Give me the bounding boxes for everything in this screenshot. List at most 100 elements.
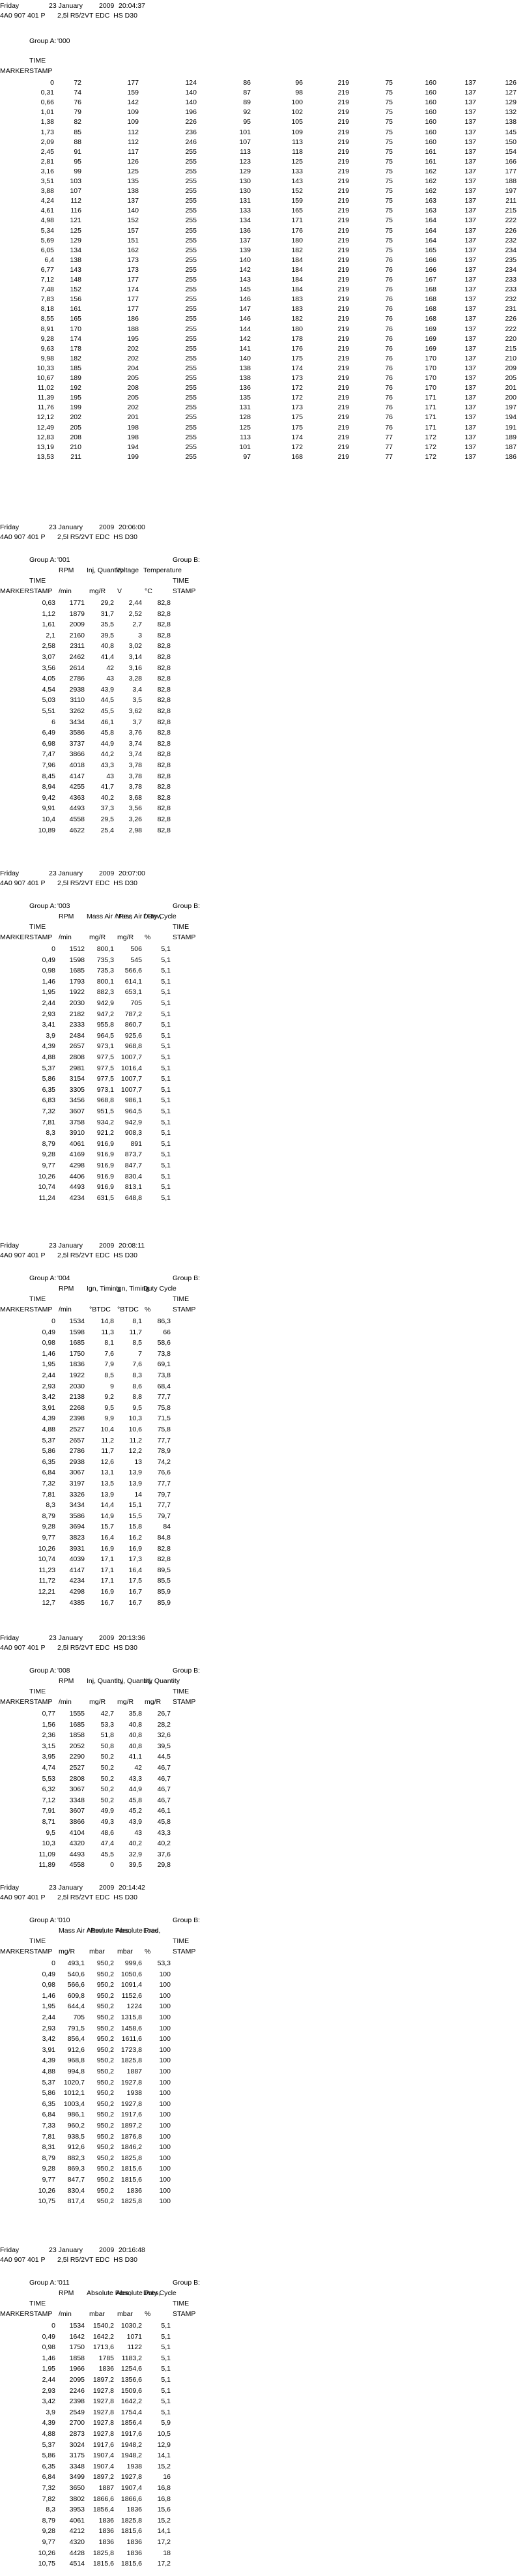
cell-value: 1793 (69, 978, 85, 986)
cell-value: 255 (185, 453, 197, 461)
cell-value: 137 (464, 207, 476, 214)
cell-value: 219 (337, 374, 349, 382)
cell-value: 11,2 (129, 1437, 142, 1444)
cell-value: 3,4 (132, 686, 142, 694)
cell-value: 85,9 (157, 1599, 171, 1607)
table-row: 0,98 1750 1713,6 1122 5,1 (0, 2343, 525, 2352)
cell-value: 137 (464, 394, 476, 402)
cell-value: 2268 (69, 1404, 85, 1412)
cell-value: 137 (464, 98, 476, 106)
table-row: 4,39 2700 1927,8 1856,4 5,9 (0, 2418, 525, 2428)
cell-value: 1598 (69, 956, 85, 964)
marker-label: MARKER (0, 933, 29, 941)
cell-value: 3305 (69, 1086, 85, 1094)
cell-value: 137 (464, 128, 476, 136)
cell-value: 166 (425, 266, 436, 274)
cell-value: 964,5 (96, 1032, 114, 1040)
table-row: 10,26 4406 916,9 830,4 5,1 (0, 1172, 525, 1182)
timestamp-value: 9,98 (40, 355, 54, 362)
cell-value: 219 (337, 305, 349, 313)
cell-value: 138 (70, 256, 81, 264)
cell-value: 493,1 (67, 1959, 85, 1967)
cell-value: 87 (243, 89, 251, 96)
cell-value: 4428 (69, 2549, 85, 2557)
cell-value: 77 (385, 453, 393, 461)
engine-description: 2,5l R5/2VT EDC HS D30 (57, 533, 137, 541)
cell-value: 255 (185, 216, 197, 224)
cell-value: 16,9 (100, 1588, 114, 1596)
cell-value: 76 (385, 325, 393, 333)
cell-value: 219 (337, 177, 349, 185)
cell-value: 17,1 (100, 1566, 114, 1574)
cell-value: 77,7 (157, 1437, 171, 1444)
cell-value: 1050,6 (121, 1970, 142, 1978)
cell-value: 137 (464, 197, 476, 205)
session-day: Friday (0, 1634, 20, 1642)
engine-description: 2,5l R5/2VT EDC HS D30 (57, 879, 137, 887)
table-row: 5,37 1020,7 950,2 1927,8 100 (0, 2078, 525, 2088)
cell-value: 5,9 (161, 2419, 171, 2427)
cell-value: 5,1 (161, 1075, 171, 1083)
cell-value: 4622 (69, 827, 85, 834)
timestamp-value: 3,9 (46, 2408, 55, 2416)
cell-value: 145 (239, 285, 251, 293)
cell-value: 916,9 (96, 1183, 114, 1191)
cell-value: 1030,2 (121, 2322, 142, 2330)
cell-value: 137 (464, 89, 476, 96)
cell-value: 151 (127, 237, 139, 244)
unit-label: /min (59, 587, 72, 595)
cell-value: 5,1 (161, 1140, 171, 1148)
cell-value: 10,3 (128, 1414, 142, 1422)
session-time: 20:07:00 (119, 870, 145, 877)
timestamp-value: 10,33 (36, 364, 54, 372)
cell-value: 1897,2 (92, 2473, 114, 2481)
cell-value: 75 (385, 227, 393, 235)
group-a-label: Group A: (29, 902, 57, 910)
cell-value: 15,6 (157, 2506, 171, 2513)
cell-value: 882,3 (67, 2154, 85, 2162)
timestamp-value: 7,12 (40, 276, 54, 284)
cell-value: 132 (505, 108, 517, 116)
cell-value: 994,8 (67, 2068, 85, 2075)
cell-value: 162 (127, 246, 139, 254)
cell-value: 82,8 (157, 804, 171, 812)
cell-value: 103 (70, 177, 81, 185)
cell-value: 186 (127, 315, 139, 323)
cell-value: 100 (159, 2035, 171, 2043)
timestamp-value: 9,5 (46, 1829, 55, 1837)
groupb-time-label: TIME (173, 1295, 190, 1303)
cell-value: 177 (127, 305, 139, 313)
cell-value: 4406 (69, 1173, 85, 1180)
table-row: 5,86 2786 11,7 12,2 78,9 (0, 1446, 525, 1456)
cell-value: 102 (291, 108, 303, 116)
cell-value: 1750 (69, 2343, 85, 2351)
cell-value: 209 (505, 364, 517, 372)
cell-value: 653,1 (124, 988, 142, 996)
cell-value: 10,4 (100, 1426, 114, 1433)
table-row: 2,44 705 950,2 1315,8 100 (0, 2013, 525, 2023)
cell-value: 5,1 (161, 1119, 171, 1126)
cell-value: 3586 (69, 1512, 85, 1520)
cell-value: 174 (291, 433, 303, 441)
table-row: 9,98 182 202 255 140 175 219 76 170 137 210 (0, 354, 525, 364)
table-row: 2,58 2311 40,8 3,02 82,8 (0, 641, 525, 651)
cell-value: 950,2 (96, 2100, 114, 2108)
cell-value: 3,78 (128, 783, 142, 791)
cell-value: 137 (464, 177, 476, 185)
cell-value: 16,8 (157, 2495, 171, 2503)
cell-value: 73,8 (157, 1371, 171, 1379)
unit-label: % (145, 2310, 151, 2318)
cell-value: 112 (128, 128, 139, 136)
cell-value: 195 (127, 335, 139, 343)
table-row: 9,77 4320 1836 1836 17,2 (0, 2538, 525, 2547)
cell-value: 246 (185, 138, 197, 146)
log-section: Friday 23 January 2009 20:14:42 4A0 907 401 … (0, 1883, 525, 2210)
column-label: RPM (59, 1285, 74, 1293)
timestamp-value: 10,4 (42, 815, 55, 823)
cell-value: 255 (185, 355, 197, 362)
cell-value: 1356,6 (121, 2376, 142, 2384)
cell-value: 182 (291, 246, 303, 254)
cell-value: 75 (385, 108, 393, 116)
time-header-line: TIME TIME (0, 1687, 525, 1697)
